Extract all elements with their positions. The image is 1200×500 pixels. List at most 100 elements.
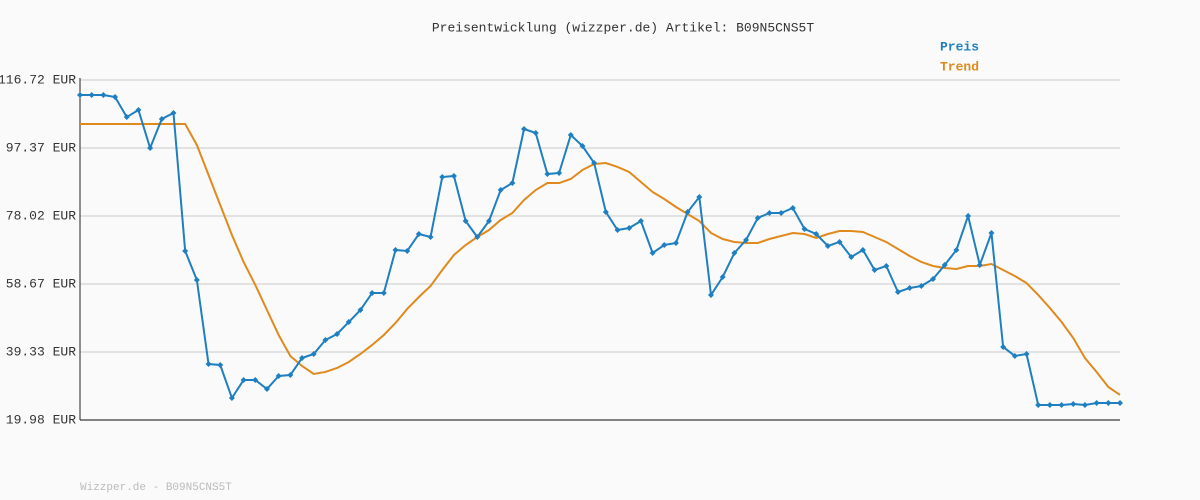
point (602, 209, 609, 216)
point (112, 94, 119, 101)
point (824, 242, 831, 249)
point (310, 350, 317, 357)
y-tick-label: 19.98 EUR (6, 412, 76, 427)
point (1081, 401, 1088, 408)
point (649, 249, 656, 256)
y-tick-label: 116.72 EUR (0, 72, 76, 87)
point (719, 273, 726, 280)
point (1093, 399, 1100, 406)
point (299, 355, 306, 362)
point (672, 240, 679, 247)
point (743, 236, 750, 243)
legend-label: Preis (940, 39, 979, 54)
point (637, 218, 644, 225)
point (918, 282, 925, 289)
point (813, 231, 820, 238)
y-tick-label: 78.02 EUR (6, 208, 76, 223)
point (976, 262, 983, 269)
point (789, 205, 796, 212)
point (521, 125, 528, 132)
point (345, 319, 352, 326)
line-1 (80, 123, 1121, 396)
point (848, 253, 855, 260)
point (380, 289, 387, 296)
point (427, 233, 434, 240)
point (123, 114, 130, 121)
point (894, 288, 901, 295)
point (801, 225, 808, 232)
point (275, 372, 282, 379)
y-tick-label: 39.33 EUR (6, 344, 76, 359)
point (1070, 400, 1077, 407)
point (392, 247, 399, 253)
point (193, 277, 200, 284)
footer: Wizzper.de - B09N5CNS5T (80, 482, 232, 494)
point (684, 209, 691, 216)
point (497, 187, 504, 194)
point (836, 238, 843, 245)
y-tick-label: 97.37 EUR (6, 140, 76, 155)
point (567, 132, 574, 139)
point (1000, 343, 1007, 350)
point (778, 209, 785, 216)
point (217, 361, 224, 368)
chart-title: Preisentwicklung (wizzper.de) Artikel: B… (432, 20, 814, 35)
point (754, 214, 761, 221)
point (369, 289, 376, 296)
point (708, 291, 715, 298)
point (696, 194, 703, 201)
point (556, 169, 563, 176)
point (462, 218, 469, 225)
point (357, 306, 364, 313)
point (322, 337, 329, 344)
point (287, 372, 294, 379)
point (626, 224, 633, 231)
point (474, 233, 481, 240)
point (182, 247, 189, 254)
point (88, 92, 95, 99)
point (334, 330, 341, 337)
point (906, 284, 913, 291)
point (147, 145, 154, 152)
point (228, 394, 235, 401)
point (614, 227, 621, 234)
point (1058, 401, 1065, 408)
point (77, 92, 83, 99)
point (252, 377, 259, 384)
point (532, 129, 539, 136)
point (1105, 399, 1112, 406)
point (1046, 401, 1053, 408)
point (1117, 399, 1123, 406)
point (170, 110, 177, 117)
point (135, 107, 142, 114)
point (579, 143, 586, 150)
point (100, 92, 107, 99)
point (450, 172, 457, 179)
point (930, 275, 937, 282)
point (1011, 352, 1018, 359)
point (1023, 350, 1030, 357)
point (485, 218, 492, 225)
point (871, 266, 878, 273)
point (509, 180, 516, 187)
point (731, 249, 738, 256)
point (415, 231, 422, 238)
point (766, 209, 773, 216)
point (240, 377, 247, 384)
point (263, 386, 270, 393)
point (988, 229, 995, 236)
point (859, 247, 866, 253)
point (591, 160, 598, 167)
point (953, 247, 960, 253)
point (205, 361, 212, 368)
point (1035, 401, 1042, 408)
point (158, 116, 165, 123)
point (661, 242, 668, 249)
point (965, 212, 972, 219)
point (544, 171, 551, 178)
y-tick-label: 58.67 EUR (6, 276, 76, 291)
point (941, 262, 948, 269)
